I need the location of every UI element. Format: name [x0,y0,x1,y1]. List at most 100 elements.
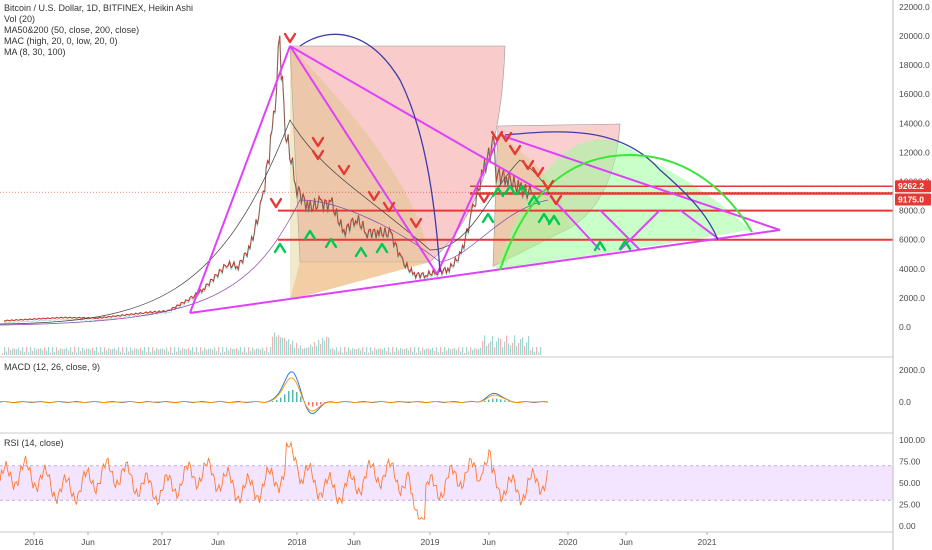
volume-bar [234,349,236,355]
x-tick-label: 2020 [559,537,578,547]
volume-bar [344,347,346,355]
rsi-pane [0,440,893,520]
macd-histogram-bar [312,402,314,407]
trend-line [436,134,501,275]
price-badge-label: 9262.2 [898,181,924,191]
volume-bar [246,352,248,355]
volume-bar [292,340,294,355]
volume-bar [132,349,134,355]
volume-bar [182,348,184,355]
sell-arrow-icon [541,179,555,191]
volume-bar [432,347,434,355]
buy-arrow-icon [537,212,551,224]
volume-bar [308,347,310,355]
volume-bar [394,351,396,355]
volume-bar [406,348,408,355]
volume-bar [392,347,394,355]
volume-bar [188,347,190,355]
legend-ma: MA (8, 30, 100) [4,47,66,57]
volume-bar [244,347,246,355]
volume-bar [440,347,442,355]
volume-bar [204,347,206,355]
volume-bar [416,352,418,355]
macd-line [0,371,549,415]
volume-bar [490,341,492,355]
x-tick-label: 2019 [421,537,440,547]
x-tick-label: 2017 [153,537,172,547]
volume-bar [32,350,34,355]
price-badge-label: 9175.0 [898,195,924,205]
volume-bar [418,347,420,355]
rsi-tick-label: 75.00 [899,457,921,467]
volume-bar [8,347,10,355]
volume-bar [124,352,126,355]
volume-bar [102,351,104,355]
volume-bar [184,348,186,355]
sell-arrow-icon [311,149,325,161]
volume-bar [414,347,416,355]
volume-bar [304,348,306,355]
volume-bar [266,347,268,355]
volume-bar [126,347,128,355]
trend-line [679,209,721,241]
volume-bar [464,352,466,355]
rsi-tick-label: 25.00 [899,500,921,510]
macd-histogram-bar [492,398,494,402]
volume-bar [340,347,342,355]
volume-bar [108,347,110,355]
volume-bar [198,352,200,355]
volume-bar [12,348,14,355]
main-price-pane [0,32,893,533]
volume-bar [88,348,90,355]
legend-ma50-200: MA50&200 (50, close, 200, close) [4,25,140,35]
volume-bar [438,352,440,355]
volume-bar [312,346,314,355]
volume-bar [110,349,112,355]
volume-bar [322,338,324,355]
trend-line [289,45,549,196]
volume-bar [196,347,198,355]
volume-bar [328,337,330,355]
buy-arrow-icon [375,242,389,254]
volume-bar [470,347,472,355]
volume-bar [296,342,298,355]
volume-bar [268,352,270,355]
volume-bar [354,348,356,355]
volume-bar [476,348,478,355]
macd-histogram-bar [500,399,502,402]
volume-bar [456,350,458,355]
volume-bar [116,350,118,355]
volume-bar [264,350,266,355]
trend-line [289,45,438,275]
macd-signal-line [0,377,549,412]
buy-arrow-icon [303,229,317,241]
volume-bar [20,350,22,355]
volume-bar [486,345,488,355]
volume-bar [220,352,222,355]
volume-bar [450,349,452,355]
sell-arrow-icon [531,166,545,178]
volume-bar [6,351,8,355]
volume-bar [26,347,28,355]
volume-bar [230,348,232,355]
sell-arrow-icon [549,194,563,206]
price-series-shadow [3,37,532,324]
chart-legend: Bitcoin / U.S. Dollar, 1D, BITFINEX, Hei… [4,3,193,58]
volume-bar [492,336,494,355]
volume-bar [206,349,208,355]
volume-bar [338,351,340,355]
buy-arrow-icon [593,240,607,252]
x-tick-label: Jun [482,537,496,547]
volume-bar [262,347,264,355]
volume-bar [346,351,348,355]
volume-bar [294,347,296,355]
volume-bar [396,347,398,355]
volume-bar [276,336,278,355]
rsi-label: RSI (14, close) [4,438,64,448]
volume-bar [284,337,286,355]
volume-bar [502,347,504,355]
volume-bar [496,341,498,355]
volume-bar [274,332,276,355]
x-tick-label: 2018 [288,537,307,547]
